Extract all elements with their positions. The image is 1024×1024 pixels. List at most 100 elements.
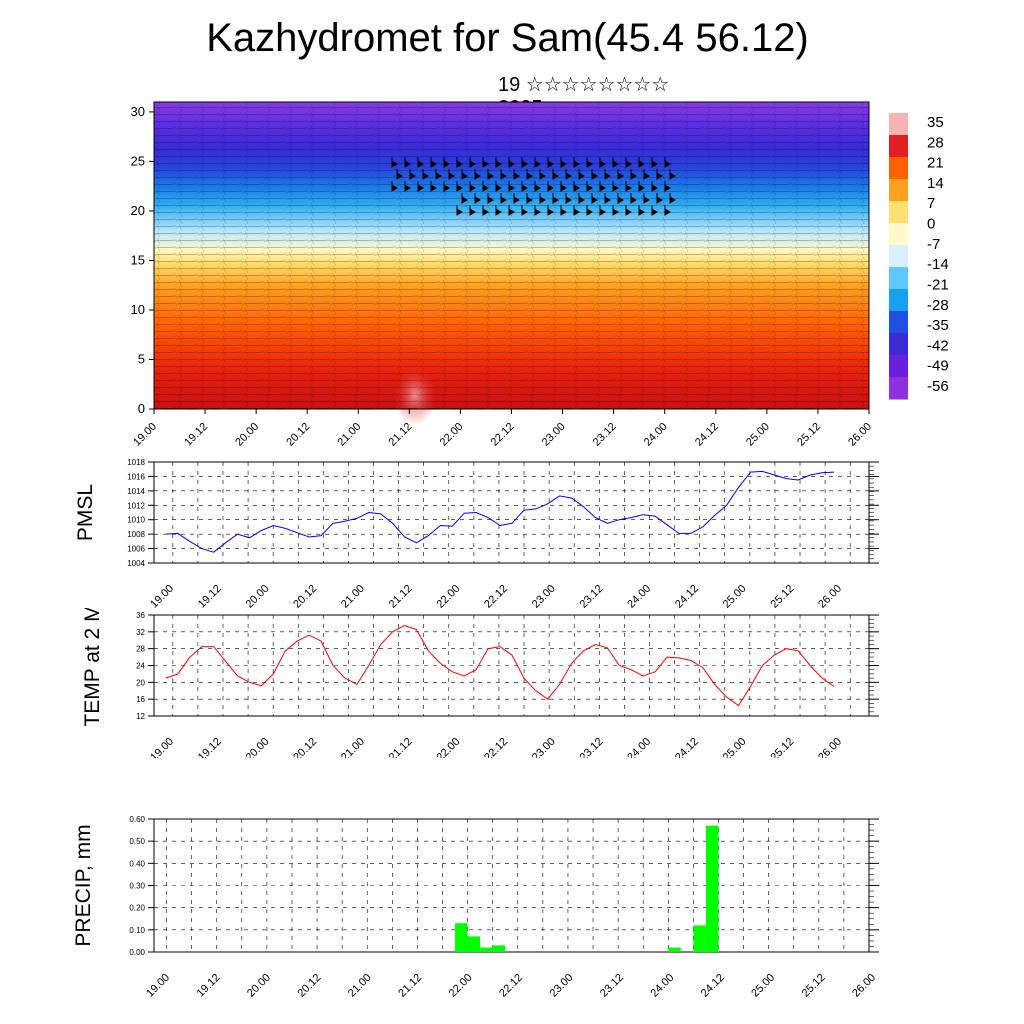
wind-barb	[638, 205, 645, 216]
wind-barb	[656, 193, 663, 204]
colorbar-swatch	[889, 377, 908, 400]
y-tick-label: 0.60	[129, 815, 145, 824]
wind-barb	[604, 193, 611, 204]
x-tick-label: 20.12	[284, 421, 312, 449]
colorbar-swatch	[889, 333, 908, 356]
wind-barb	[591, 193, 598, 204]
x-tick-label: 19.12	[196, 736, 224, 758]
x-tick-label: 26.00	[850, 972, 878, 1000]
wind-barb	[651, 157, 658, 168]
x-tick-label: 26.00	[816, 583, 844, 610]
x-tick-label: 21.00	[335, 421, 363, 449]
x-tick-label: 25.00	[721, 736, 749, 758]
x-tick-label: 22.00	[434, 736, 462, 758]
wind-barb	[612, 181, 619, 192]
colorbar-label: -21	[927, 276, 949, 293]
x-tick-label: 22.00	[434, 583, 462, 610]
wind-barb	[396, 169, 403, 180]
x-tick-label: 23.12	[578, 736, 606, 758]
y-tick-label: 1012	[127, 501, 145, 510]
wind-barb	[560, 181, 567, 192]
wind-barb	[469, 205, 476, 216]
x-tick-label: 25.12	[800, 972, 828, 1000]
wind-barb	[534, 181, 541, 192]
wind-barb	[643, 193, 650, 204]
wind-barb	[547, 181, 554, 192]
colorbar-swatch	[889, 311, 908, 334]
x-tick-label: 24.00	[648, 972, 676, 1000]
colorbar-swatch	[889, 135, 908, 158]
x-tick-label: 20.00	[233, 421, 261, 449]
x-tick-label: 21.12	[396, 972, 424, 1000]
wind-barb	[404, 157, 411, 168]
x-tick-label: 19.00	[131, 421, 159, 449]
wind-barb	[521, 157, 528, 168]
wind-barb	[599, 181, 606, 192]
wind-barb	[625, 157, 632, 168]
wind-barb	[539, 193, 546, 204]
x-tick-label: 22.00	[438, 421, 466, 449]
wind-barb	[456, 157, 463, 168]
wind-barb	[461, 193, 468, 204]
wind-barb	[604, 169, 611, 180]
y-axis-label: PRECIP, mm	[72, 824, 95, 946]
wind-barb	[495, 181, 502, 192]
wind-barb	[612, 205, 619, 216]
y-tick-label: 32	[136, 628, 145, 637]
wind-barb	[630, 193, 637, 204]
wind-barb	[482, 157, 489, 168]
wind-barb	[500, 193, 507, 204]
x-tick-label: 23.12	[578, 583, 606, 610]
wind-barb	[409, 169, 416, 180]
wind-barb	[630, 169, 637, 180]
wind-barb	[578, 169, 585, 180]
wind-barb	[664, 157, 671, 168]
y-tick-label: 25	[131, 153, 145, 168]
x-tick-label: 24.12	[673, 583, 701, 610]
x-tick-label: 21.00	[339, 583, 367, 610]
x-tick-label: 24.12	[673, 736, 701, 758]
colorbar-label: 7	[927, 195, 935, 212]
pmsl-chart: 1004 1006 1008 1010 1012 1014 1016 1018 19.00 19.…	[74, 458, 879, 610]
wind-barb	[404, 181, 411, 192]
wind-barb	[513, 193, 520, 204]
y-tick-label: 1004	[127, 559, 145, 568]
colorbar-label: -28	[927, 297, 949, 314]
wind-barb	[664, 205, 671, 216]
y-tick-label: 0.10	[129, 926, 145, 935]
y-tick-label: 12	[136, 712, 145, 721]
wind-barb	[521, 205, 528, 216]
x-tick-label: 25.00	[721, 583, 749, 610]
y-tick-label: 1018	[127, 458, 145, 467]
x-tick-label: 24.12	[699, 972, 727, 1000]
colorbar-label: -42	[927, 337, 949, 354]
wind-barb	[573, 205, 580, 216]
wind-barb	[474, 169, 481, 180]
wind-barb	[560, 157, 567, 168]
wind-barb	[487, 169, 494, 180]
y-tick-label: 24	[136, 662, 145, 671]
wind-barb	[534, 205, 541, 216]
wind-barb	[591, 169, 598, 180]
precip-bar	[480, 947, 493, 952]
wind-barb	[508, 205, 515, 216]
wind-barb	[430, 181, 437, 192]
wind-barb	[508, 181, 515, 192]
wind-barb	[417, 181, 424, 192]
wind-barb	[495, 205, 502, 216]
y-tick-label: 16	[136, 695, 145, 704]
x-tick-label: 22.12	[489, 421, 517, 449]
chart-title: Kazhydromet for Sam(45.4 56.12)	[206, 16, 809, 60]
x-tick-label: 24.00	[642, 421, 670, 449]
wind-barb	[552, 169, 559, 180]
y-tick-label: 15	[131, 252, 145, 267]
colorbar-label: -49	[927, 358, 949, 375]
wind-barb	[487, 193, 494, 204]
x-tick-label: 21.12	[387, 583, 415, 610]
plot-frame	[153, 461, 870, 564]
colorbar-swatch	[889, 157, 908, 180]
wind-barb	[513, 169, 520, 180]
colorbar-label: -14	[927, 256, 949, 273]
y-tick-label: 0.50	[129, 837, 145, 846]
x-tick-label: 22.00	[447, 972, 475, 1000]
